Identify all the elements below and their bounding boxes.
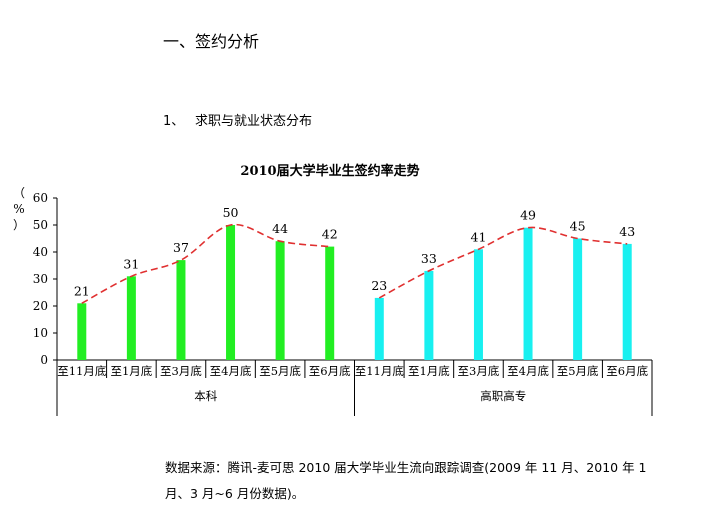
x-tick-label: 至11月底 (355, 364, 405, 378)
trendlines (81, 223, 628, 305)
labels: 21 31 37 50 44 42 23 33 41 49 45 43 (74, 205, 635, 298)
data-label: 43 (619, 224, 635, 239)
bar (424, 270, 434, 360)
section-heading: 一、签约分析 (163, 32, 260, 51)
data-label: 37 (173, 240, 189, 255)
bars (77, 225, 632, 360)
bar (226, 225, 236, 360)
x-tick-label: 至5月底 (259, 364, 301, 378)
data-label: 21 (74, 283, 90, 298)
chart-title: 2010届大学毕业生签约率走势 (240, 163, 419, 179)
data-label: 31 (123, 256, 139, 271)
x-tick-label: 至4月底 (210, 364, 252, 378)
bar (325, 246, 335, 360)
y-tick-label: 30 (33, 272, 48, 286)
bar (275, 241, 285, 360)
source-note: 数据来源：腾讯-麦可思 2010 届大学毕业生流向跟踪调查(2009 年 11 … (165, 455, 685, 507)
bar (573, 238, 583, 360)
group-label: 高职高专 (480, 389, 526, 403)
data-label: 49 (520, 208, 536, 223)
y-tick-label: 20 (33, 299, 48, 313)
bar (473, 249, 483, 360)
y-axis-label-char: （ (13, 186, 25, 200)
trendline (81, 223, 330, 305)
data-label: 50 (223, 205, 239, 220)
data-label: 41 (471, 229, 487, 244)
y-axis-label: （% ） (13, 186, 25, 232)
bar (523, 227, 533, 360)
y-axis-label-char: % (13, 202, 24, 216)
y-tick-label: 0 (40, 353, 48, 367)
y-tick-label: 50 (33, 218, 48, 232)
group-label: 本科 (194, 389, 217, 403)
source-note-line-1: 数据来源：腾讯-麦可思 2010 届大学毕业生流向跟踪调查(2009 年 11 … (165, 460, 647, 475)
data-label: 44 (272, 221, 288, 236)
data-label: 45 (570, 219, 586, 234)
x-tick-label: 至4月底 (507, 364, 549, 378)
data-label: 42 (322, 227, 338, 242)
x-tick-label: 至3月底 (458, 364, 500, 378)
y-tick-label: 60 (33, 191, 48, 205)
y-tick-label: 40 (33, 245, 48, 259)
x-tick-label: 至5月底 (557, 364, 599, 378)
x-tick-label: 至11月底 (57, 364, 107, 378)
x-tick-label: 至6月底 (606, 364, 648, 378)
x-tick-label: 至3月底 (160, 364, 202, 378)
x-tick-label: 至1月底 (408, 364, 450, 378)
trendline (378, 226, 628, 299)
bar (77, 303, 87, 360)
y-axis-label-char: ） (13, 218, 25, 232)
bar (126, 276, 136, 360)
subsection-title: 求职与就业状态分布 (195, 114, 313, 129)
data-label: 23 (371, 278, 387, 293)
bar (176, 260, 186, 360)
data-label: 33 (421, 251, 437, 266)
subsection-number: 1、 (163, 114, 185, 129)
x-tick-label: 至6月底 (309, 364, 351, 378)
subsection-heading: 1、 求职与就业状态分布 (163, 110, 312, 129)
y-tick-label: 10 (33, 326, 48, 340)
bar (622, 243, 632, 360)
x-tick-label: 至1月底 (110, 364, 152, 378)
bar (374, 297, 384, 360)
source-note-line-2: 月、3 月~6 月份数据)。 (165, 486, 305, 501)
